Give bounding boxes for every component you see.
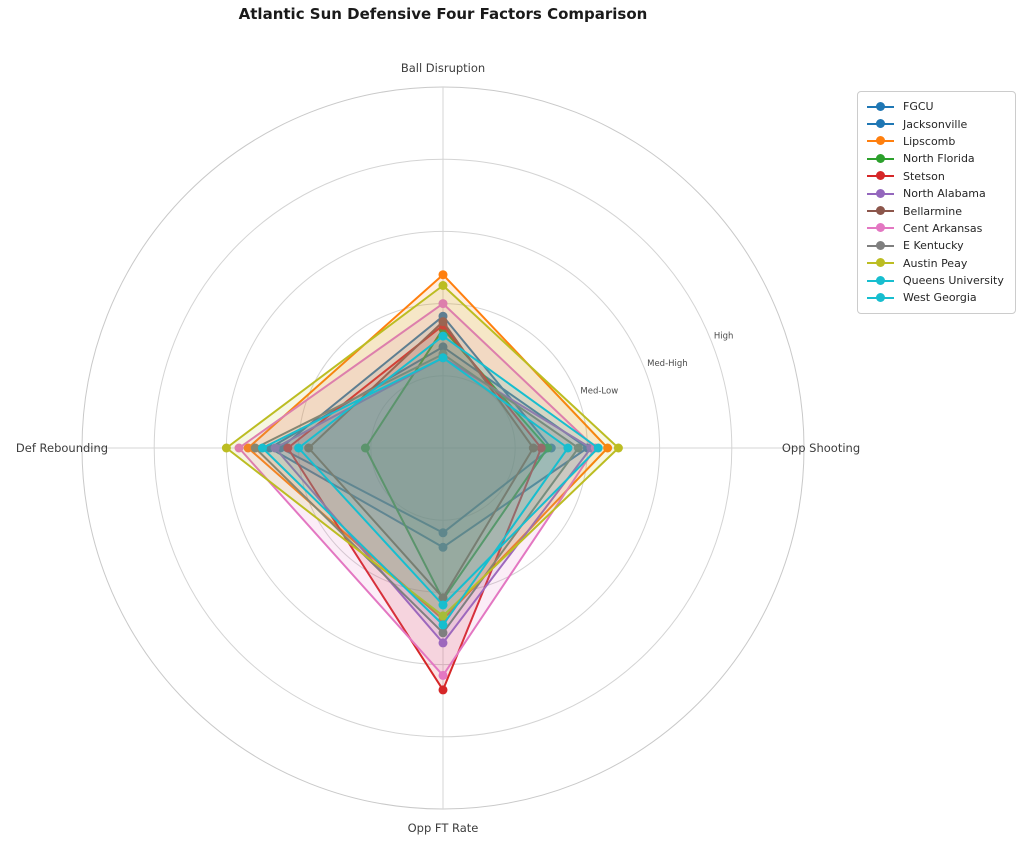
series-marker-austin-peay (438, 281, 448, 290)
series-marker-north-alabama (438, 638, 448, 648)
legend-item-austin-peay: Austin Peay (867, 255, 1007, 272)
series-marker-stetson (283, 443, 293, 453)
legend-dot-icon (876, 240, 885, 250)
legend-label: Stetson (903, 169, 945, 183)
series-marker-cent-arkansas (234, 443, 244, 453)
series-marker-cent-arkansas (438, 299, 448, 309)
series-marker-bellarmine (438, 317, 448, 327)
legend-item-stetson: Stetson (867, 168, 1007, 185)
series-marker-austin-peay (438, 611, 448, 621)
legend-swatch-icon (867, 223, 894, 233)
series-marker-stetson (438, 685, 448, 695)
radial-tick-label-high: High (714, 331, 734, 341)
legend-label: West Georgia (903, 291, 977, 305)
series-marker-north-florida (360, 443, 370, 453)
series-marker-stetson (536, 443, 546, 453)
legend-swatch-icon (867, 119, 894, 129)
legend-swatch-icon (867, 275, 894, 286)
legend-swatch-icon (867, 258, 894, 268)
legend-dot-icon (876, 188, 885, 198)
legend-swatch-icon (867, 188, 894, 199)
legend-item-lipscomb: Lipscomb (867, 133, 1007, 150)
legend-item-cent-arkansas: Cent Arkansas (867, 220, 1007, 237)
legend-swatch-icon (867, 292, 894, 303)
series-queens-university (294, 331, 603, 610)
legend-dot-icon (876, 101, 885, 111)
series-marker-lipscomb (438, 270, 448, 280)
radial-tick-label-med-low: Med-Low (580, 387, 618, 397)
legend-item-queens-university: Queens University (867, 272, 1007, 289)
legend-dot-icon (876, 136, 885, 146)
series-marker-fgcu (438, 528, 448, 538)
series-marker-jacksonville (438, 342, 448, 352)
series-marker-west-georgia (258, 443, 267, 453)
series-marker-lipscomb (243, 443, 253, 453)
series-marker-austin-peay (613, 443, 623, 453)
series-austin-peay (221, 281, 623, 621)
legend-dot-icon (876, 153, 885, 163)
legend: FGCU Jacksonville Lipscomb North Florida Ste… (857, 91, 1016, 314)
legend-swatch-icon (867, 153, 894, 164)
axis-label-ball-disruption: Ball Disruption (401, 61, 485, 75)
legend-label: North Florida (903, 152, 975, 166)
legend-label: Jacksonville (903, 117, 968, 131)
legend-swatch-icon (867, 101, 894, 112)
series-marker-queens-university (294, 443, 304, 453)
series-marker-queens-university (593, 443, 603, 453)
legend-dot-icon (876, 206, 885, 216)
legend-label: North Alabama (903, 187, 986, 201)
series-marker-west-georgia (563, 443, 573, 453)
legend-dot-icon (876, 275, 885, 285)
legend-label: Bellarmine (903, 204, 963, 218)
axis-label-def-rebounding: Def Rebounding (16, 441, 108, 455)
series-marker-austin-peay (221, 443, 231, 453)
axis-label-opp-ft-rate: Opp FT Rate (408, 821, 479, 835)
legend-label: FGCU (903, 100, 934, 114)
legend-swatch-icon (867, 206, 894, 216)
legend-dot-icon (876, 119, 885, 129)
series-marker-west-georgia (438, 353, 448, 363)
legend-dot-icon (876, 258, 885, 268)
series-west-georgia (258, 353, 573, 630)
series-marker-north-alabama (270, 443, 280, 453)
legend-dot-icon (876, 292, 885, 302)
legend-item-north-florida: North Florida (867, 150, 1007, 167)
series-marker-bellarmine (304, 443, 314, 453)
radial-tick-label-med-high: Med-High (647, 359, 688, 369)
series-marker-cent-arkansas (438, 670, 448, 680)
series-marker-bellarmine (528, 443, 538, 453)
legend-item-north-alabama: North Alabama (867, 185, 1007, 202)
legend-item-jacksonville: Jacksonville (867, 115, 1007, 132)
legend-label: E Kentucky (903, 239, 964, 253)
series-marker-queens-university (438, 600, 448, 610)
chart-title: Atlantic Sun Defensive Four Factors Comp… (238, 5, 648, 23)
series-marker-north-florida (543, 443, 553, 453)
legend-item-bellarmine: Bellarmine (867, 202, 1007, 219)
legend-label: Queens University (903, 274, 1004, 288)
legend-swatch-icon (867, 240, 894, 251)
legend-item-west-georgia: West Georgia (867, 289, 1007, 306)
legend-item-fgcu: FGCU (867, 98, 1007, 115)
axis-label-opp-shooting: Opp Shooting (782, 441, 860, 455)
legend-label: Cent Arkansas (903, 221, 983, 235)
series-marker-lipscomb (603, 443, 613, 453)
legend-dot-icon (876, 171, 885, 181)
legend-swatch-icon (867, 136, 894, 146)
legend-dot-icon (876, 223, 885, 233)
series-e-kentucky (250, 349, 583, 638)
series-marker-e-kentucky (573, 443, 583, 453)
legend-swatch-icon (867, 171, 894, 181)
series-marker-queens-university (438, 331, 448, 341)
legend-label: Austin Peay (903, 256, 968, 270)
series-marker-e-kentucky (438, 628, 448, 638)
legend-label: Lipscomb (903, 134, 956, 148)
series-marker-e-kentucky (250, 443, 260, 453)
series-marker-jacksonville (438, 542, 448, 552)
legend-item-e-kentucky: E Kentucky (867, 237, 1007, 254)
series-marker-bellarmine (438, 593, 448, 603)
series-marker-west-georgia (438, 620, 448, 630)
